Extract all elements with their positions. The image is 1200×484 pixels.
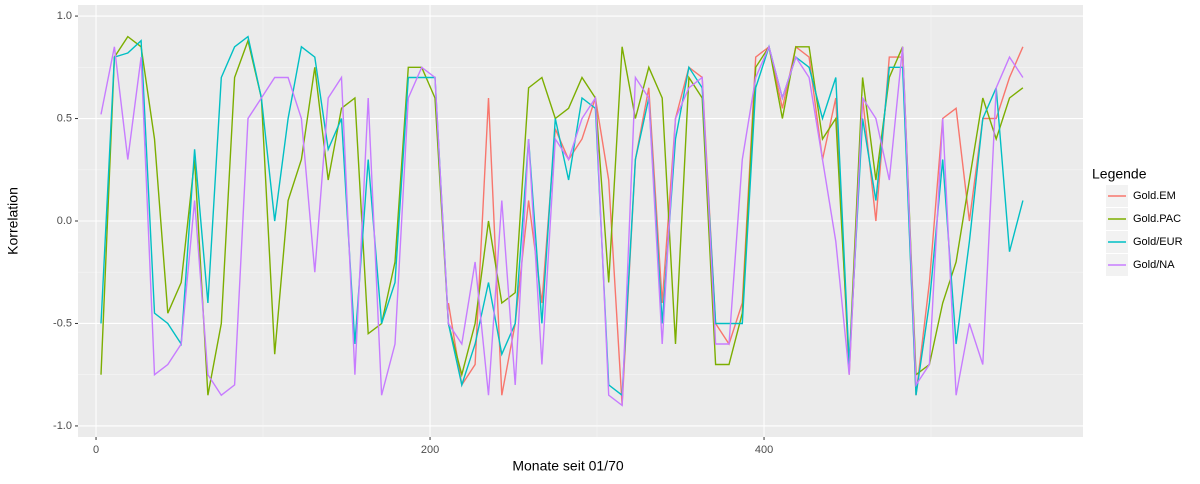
series-line	[100, 44, 1024, 407]
lines	[100, 35, 1024, 407]
legend-label: Gold.PAC	[1133, 213, 1181, 225]
y-tick-label: 0.0	[57, 215, 72, 227]
y-tick-label: -0.5	[53, 317, 72, 329]
y-tick-label: 1.0	[57, 10, 72, 22]
x-axis-title: Monate seit 01/70	[512, 458, 624, 474]
y-tick-label: 0.5	[57, 112, 72, 124]
y-axis-title: Korrelation	[5, 187, 21, 255]
x-tick-label: 400	[755, 444, 773, 456]
y-tick-label: -1.0	[53, 420, 72, 432]
x-tick-label: 0	[93, 444, 99, 456]
legend: Gold.EM Gold.PAC Gold/EUR Gold/NA	[1106, 185, 1183, 276]
legend-label: Gold/EUR	[1133, 236, 1183, 248]
x-tick-label: 200	[421, 444, 439, 456]
legend-label: Gold.EM	[1133, 190, 1176, 202]
legend-label: Gold/NA	[1133, 259, 1175, 271]
legend-title: Legende	[1092, 166, 1147, 182]
